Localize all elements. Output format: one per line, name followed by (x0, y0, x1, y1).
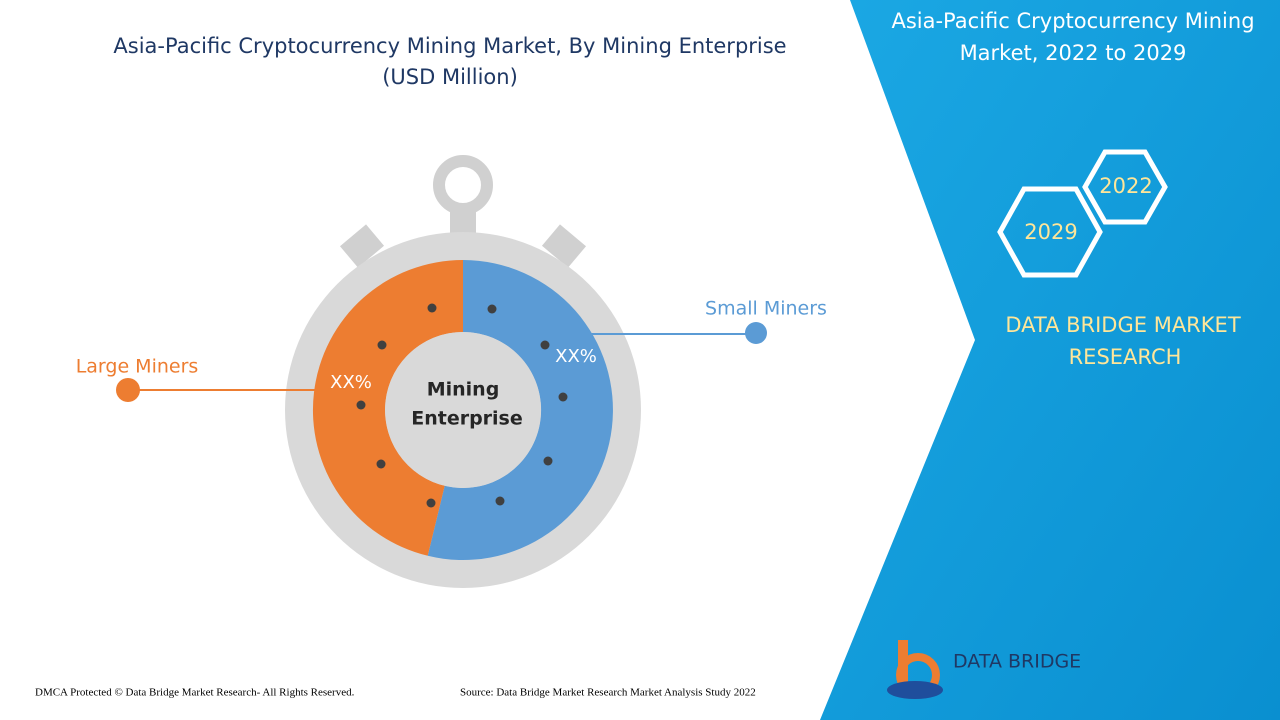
segment-label: XX% (330, 372, 372, 393)
side-panel (820, 0, 1280, 720)
logo-text: DATA BRIDGE (953, 651, 1081, 673)
year-hexagon (997, 186, 1103, 278)
year-hexagon (1082, 149, 1168, 225)
panel-title: Market, 2022 to 2029 (960, 41, 1187, 65)
legend-label: Large Miners (76, 356, 199, 378)
legend-label: Small Miners (705, 298, 827, 320)
chart-title: Asia-Pacific Cryptocurrency Mining Marke… (113, 34, 786, 58)
dial-dots (356, 303, 568, 508)
callout-dot (116, 378, 140, 402)
center-label: Mining (427, 379, 500, 401)
year-label: 2022 (1099, 174, 1152, 198)
callout-dot (745, 322, 767, 344)
footer-copyright: DMCA Protected © Data Bridge Market Rese… (35, 687, 355, 699)
footer-source: Source: Data Bridge Market Research Mark… (460, 687, 756, 699)
segment-large-miners (312, 259, 463, 556)
stopwatch-button (541, 224, 587, 268)
logo-mark (887, 640, 943, 699)
year-label: 2029 (1024, 220, 1077, 244)
chart-subtitle: (USD Million) (382, 65, 518, 89)
center-circle (385, 332, 541, 488)
segment-label: XX% (555, 346, 597, 367)
panel-brand: DATA BRIDGE MARKET (1005, 313, 1240, 337)
panel-title: Asia-Pacific Cryptocurrency Mining (891, 9, 1254, 33)
stopwatch-button (339, 224, 385, 268)
panel-brand: RESEARCH (1069, 345, 1182, 369)
center-label: Enterprise (411, 408, 523, 430)
segment-small-miners (427, 260, 613, 560)
